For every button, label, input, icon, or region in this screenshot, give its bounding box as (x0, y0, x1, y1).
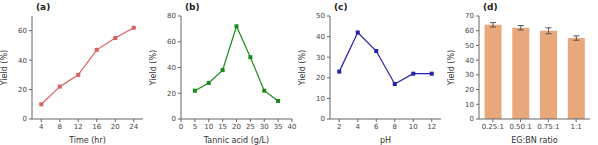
svg-text:Tannic acid (g/L): Tannic acid (g/L) (203, 136, 269, 145)
svg-text:20: 20 (316, 74, 325, 82)
svg-text:6: 6 (374, 123, 379, 131)
svg-text:16: 16 (92, 123, 101, 131)
svg-text:20: 20 (232, 123, 241, 131)
svg-text:20: 20 (111, 123, 120, 131)
svg-text:20: 20 (18, 86, 27, 94)
svg-text:40: 40 (465, 57, 474, 65)
svg-text:25: 25 (246, 123, 255, 131)
svg-text:70: 70 (465, 12, 474, 20)
svg-text:20: 20 (167, 90, 176, 98)
svg-text:40: 40 (316, 33, 325, 41)
svg-text:Yield (%): Yield (%) (447, 50, 456, 86)
svg-text:1:1: 1:1 (570, 123, 581, 131)
svg-text:0.75:1: 0.75:1 (537, 123, 559, 131)
svg-text:0: 0 (179, 123, 183, 131)
svg-text:Time (hr): Time (hr) (68, 136, 106, 145)
svg-text:8: 8 (393, 123, 397, 131)
svg-text:2: 2 (337, 123, 341, 131)
svg-text:50: 50 (465, 42, 474, 50)
svg-text:12: 12 (427, 123, 436, 131)
svg-text:40: 40 (18, 57, 27, 65)
svg-text:60: 60 (18, 27, 27, 35)
svg-text:0: 0 (23, 115, 27, 123)
svg-text:10: 10 (316, 95, 325, 103)
svg-text:Yield (%): Yield (%) (298, 50, 307, 86)
svg-text:20: 20 (465, 86, 474, 94)
svg-text:35: 35 (274, 123, 283, 131)
svg-text:pH: pH (380, 136, 391, 145)
svg-text:EG:BN ratio: EG:BN ratio (511, 136, 558, 145)
svg-text:10: 10 (204, 123, 213, 131)
svg-text:12: 12 (74, 123, 83, 131)
svg-text:8: 8 (58, 123, 62, 131)
svg-text:80: 80 (167, 12, 176, 20)
svg-text:Yield (%): Yield (%) (149, 50, 158, 86)
svg-text:60: 60 (465, 27, 474, 35)
svg-text:10: 10 (409, 123, 418, 131)
svg-text:0.25:1: 0.25:1 (482, 123, 504, 131)
svg-text:40: 40 (167, 64, 176, 72)
svg-text:0.50:1: 0.50:1 (509, 123, 531, 131)
svg-text:0: 0 (172, 115, 176, 123)
html-text:(d): (d) (483, 2, 498, 12)
svg-text:0: 0 (321, 115, 325, 123)
svg-text:Yield (%): Yield (%) (8, 50, 9, 86)
svg-text:4: 4 (356, 123, 361, 131)
svg-text:50: 50 (316, 12, 325, 20)
svg-text:4: 4 (39, 123, 44, 131)
html-text:(c): (c) (334, 2, 348, 12)
svg-text:24: 24 (129, 123, 138, 131)
svg-text:15: 15 (218, 123, 227, 131)
svg-text:40: 40 (288, 123, 297, 131)
svg-text:10: 10 (465, 101, 474, 109)
svg-text:5: 5 (193, 123, 197, 131)
svg-text:0: 0 (470, 115, 474, 123)
html-text:(a): (a) (36, 2, 51, 12)
svg-text:60: 60 (167, 38, 176, 46)
svg-text:30: 30 (316, 54, 325, 62)
svg-text:30: 30 (465, 71, 474, 79)
svg-text:30: 30 (260, 123, 269, 131)
html-text:(b): (b) (185, 2, 200, 12)
